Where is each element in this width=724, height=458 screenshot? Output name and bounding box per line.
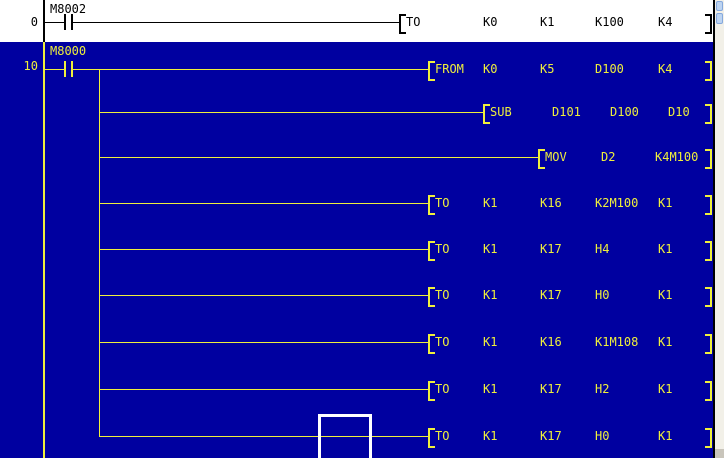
open-contact-icon[interactable] [71,14,73,30]
left-bracket [428,381,435,401]
left-bracket [428,61,435,81]
instruction-name[interactable]: TO [435,196,450,210]
operand[interactable]: K1M108 [595,335,639,349]
left-power-rail [43,0,45,42]
operand[interactable]: K17 [540,242,562,256]
rung-line [73,22,399,23]
operand[interactable]: K4M100 [655,150,699,164]
operand[interactable]: K5 [540,62,555,76]
rung-line [100,389,428,390]
instruction-name[interactable]: TO [435,429,450,443]
branch-line [99,69,100,437]
open-contact-icon[interactable] [71,61,73,77]
operand[interactable]: K1 [658,382,673,396]
operand[interactable]: K1 [483,382,498,396]
edit-cursor[interactable] [318,414,372,458]
contact-label: M8002 [50,2,87,16]
operand[interactable]: K1 [658,196,673,210]
scrollbar-thumb[interactable] [716,13,723,24]
rung-line [100,157,538,158]
rung-line [100,249,428,250]
operand[interactable]: K4 [658,62,673,76]
rung-step-number: 10 [23,59,38,73]
instruction-name[interactable]: TO [406,15,421,29]
open-contact-icon[interactable] [64,61,66,77]
monitor-area-background [0,42,713,458]
operand[interactable]: K1 [540,15,555,29]
operand[interactable]: K1 [483,335,498,349]
instruction-name[interactable]: SUB [490,105,512,119]
right-bracket [705,195,712,215]
scrollbar-up-button[interactable] [716,1,723,11]
operand[interactable]: K1 [658,429,673,443]
left-bracket [483,104,490,124]
rung-line [45,22,64,23]
instruction-name[interactable]: TO [435,288,450,302]
operand[interactable]: K0 [483,15,498,29]
right-bracket [705,149,712,169]
operand[interactable]: D10 [668,105,690,119]
operand[interactable]: K1 [658,335,673,349]
left-power-rail [43,42,45,458]
right-power-rail [713,0,715,458]
rung-line [100,342,428,343]
rung-line [100,436,428,437]
right-bracket [705,287,712,307]
left-bracket [538,149,545,169]
rung-line [100,295,428,296]
left-bracket [428,334,435,354]
right-bracket [705,104,712,124]
operand[interactable]: K1 [658,242,673,256]
operand[interactable]: D100 [595,62,624,76]
left-bracket [428,287,435,307]
instruction-name[interactable]: TO [435,382,450,396]
operand[interactable]: K1 [658,288,673,302]
rung-line [100,112,483,113]
instruction-name[interactable]: TO [435,242,450,256]
operand[interactable]: K1 [483,242,498,256]
scrollbar-corner [715,449,724,458]
operand[interactable]: K1 [483,429,498,443]
operand[interactable]: H0 [595,288,610,302]
instruction-name[interactable]: FROM [435,62,464,76]
operand[interactable]: K4 [658,15,673,29]
rung-line [45,69,64,70]
instruction-name[interactable]: TO [435,335,450,349]
left-bracket [428,195,435,215]
operand[interactable]: K16 [540,196,562,210]
operand[interactable]: K16 [540,335,562,349]
rung-line [100,203,428,204]
left-bracket [428,428,435,448]
operand[interactable]: H0 [595,429,610,443]
operand[interactable]: K0 [483,62,498,76]
open-contact-icon[interactable] [64,14,66,30]
instruction-name[interactable]: MOV [545,150,567,164]
left-bracket [428,241,435,261]
operand[interactable]: K17 [540,429,562,443]
rung-line [73,69,428,70]
operand[interactable]: H2 [595,382,610,396]
right-bracket [705,381,712,401]
operand[interactable]: K17 [540,382,562,396]
right-bracket [705,334,712,354]
operand[interactable]: K17 [540,288,562,302]
right-bracket [705,241,712,261]
operand[interactable]: K1 [483,196,498,210]
operand[interactable]: K100 [595,15,624,29]
right-bracket [705,61,712,81]
operand[interactable]: H4 [595,242,610,256]
scrollbar-track[interactable] [715,0,724,458]
operand[interactable]: K1 [483,288,498,302]
right-bracket [705,14,712,34]
operand[interactable]: D2 [601,150,616,164]
contact-label: M8000 [50,44,87,58]
right-bracket [705,428,712,448]
operand[interactable]: D100 [610,105,639,119]
operand[interactable]: K2M100 [595,196,639,210]
left-bracket [399,14,406,34]
operand[interactable]: D101 [552,105,581,119]
rung-step-number: 0 [30,15,38,29]
